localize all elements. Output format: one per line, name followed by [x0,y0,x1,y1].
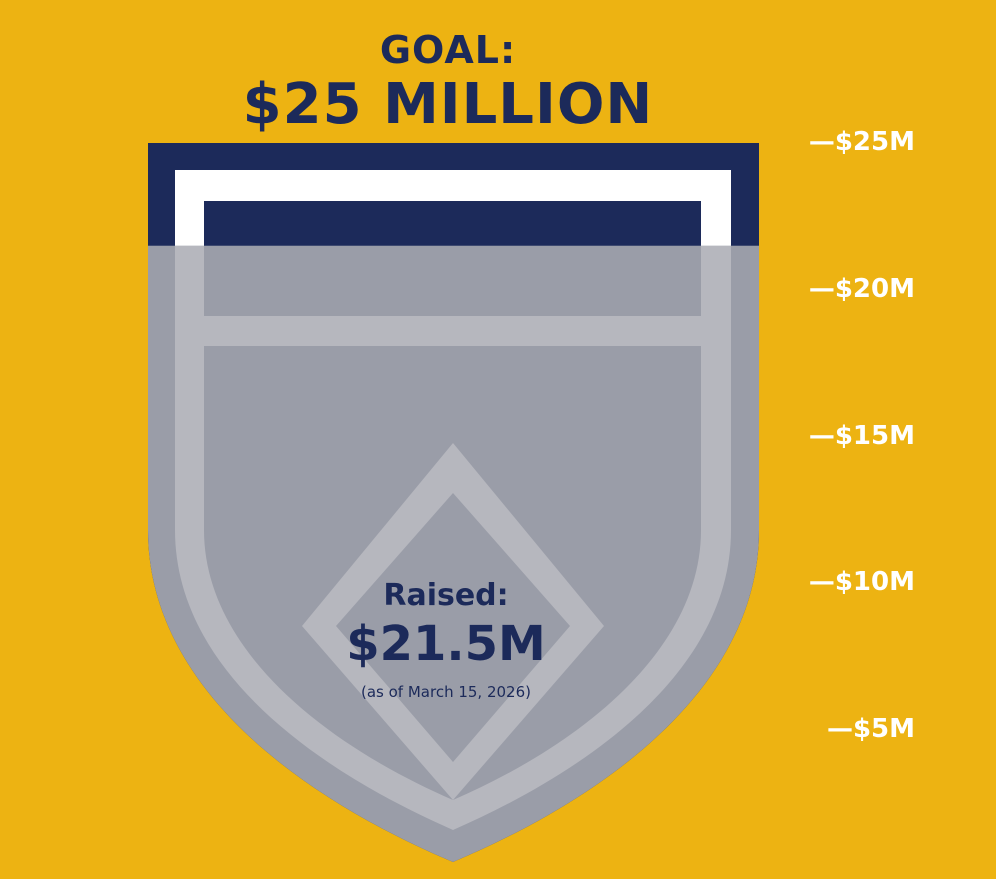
raised-amount: $21.5M [346,616,546,672]
fill-pattern [175,246,731,830]
y-axis-tick-label: —$25M [808,127,915,157]
y-axis-tick-label: —$10M [808,567,915,598]
as-of-date: (as of March 15, 2026) [361,683,531,701]
goal-label: GOAL: [379,28,517,72]
y-axis-tick-label: —$20M [808,273,915,304]
raised-fill-group [148,245,759,862]
raised-label: Raised: [383,578,509,613]
y-axis-tick-label: —$5M [826,714,915,744]
y-axis-tick-label: —$15M [808,420,915,451]
goal-amount: $25 MILLION [242,72,654,137]
